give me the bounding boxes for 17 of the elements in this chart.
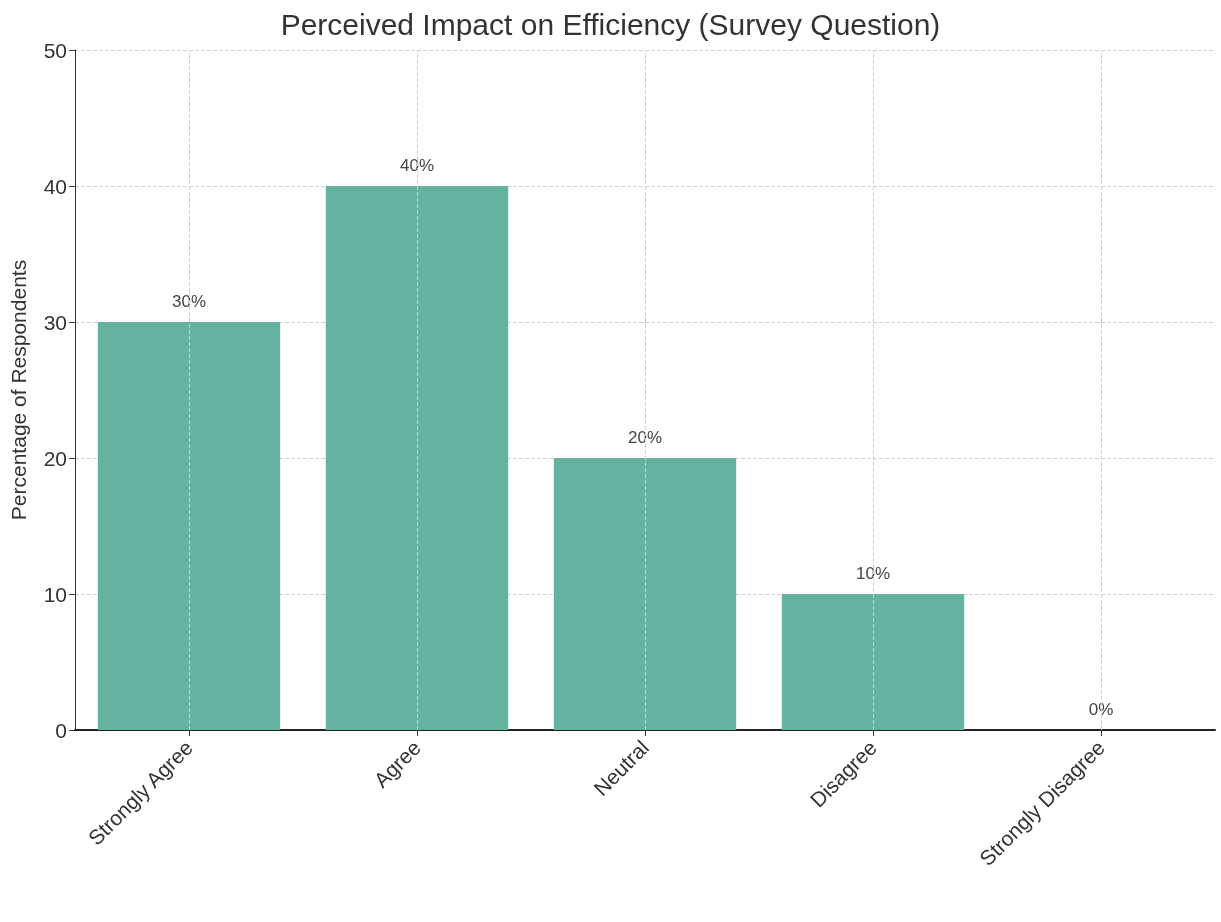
- y-tick-label: 10: [43, 582, 67, 606]
- y-tick-label: 50: [43, 38, 67, 62]
- y-tick-label: 30: [43, 310, 67, 334]
- data-label: 30%: [171, 292, 207, 311]
- bar: [97, 322, 281, 730]
- data-label: 20%: [627, 428, 663, 447]
- y-tick-label: 20: [43, 446, 67, 470]
- y-tick-label: 40: [43, 174, 67, 198]
- chart-title: Perceived Impact on Efficiency (Survey Question): [280, 7, 941, 41]
- bar: [325, 186, 509, 730]
- bar: [553, 458, 737, 730]
- data-label: 40%: [399, 156, 435, 175]
- data-label: 0%: [1088, 700, 1114, 719]
- y-tick-label: 0: [55, 718, 67, 742]
- data-label: 10%: [855, 564, 891, 583]
- bar: [781, 594, 965, 730]
- y-axis-title: Percentage of Respondents: [7, 259, 30, 521]
